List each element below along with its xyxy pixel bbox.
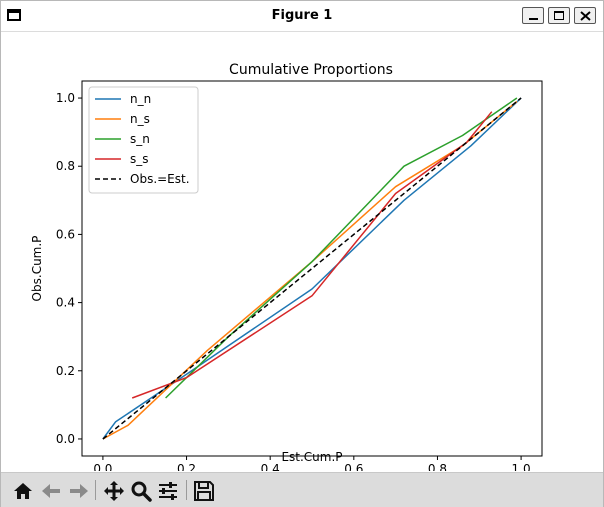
x-tick-label: 0.8	[428, 462, 447, 471]
configure-subplots-button[interactable]	[156, 479, 180, 503]
series-line-n-n	[102, 97, 522, 440]
plot-canvas[interactable]: Cumulative Proportions 0.0 0.2 0.4 0.6 0.8 1.…	[1, 32, 603, 476]
arrow-left-icon	[42, 484, 60, 498]
pan-button[interactable]	[102, 479, 126, 503]
navigation-toolbar	[1, 472, 603, 507]
minimize-button[interactable]	[522, 7, 544, 24]
legend-label: n_s	[130, 112, 150, 126]
y-tick-label: 0.6	[56, 227, 75, 241]
series-line-s-s	[131, 111, 493, 399]
y-axis-label: Obs.Cum.P	[30, 236, 44, 302]
move-icon	[104, 481, 124, 501]
y-tick-label: 1.0	[56, 91, 75, 105]
close-button[interactable]	[574, 7, 596, 24]
window-title: Figure 1	[271, 8, 333, 23]
line-chart: Cumulative Proportions 0.0 0.2 0.4 0.6 0.8 1.…	[30, 62, 543, 476]
close-icon	[580, 11, 591, 21]
legend-box	[88, 86, 199, 194]
arrow-right-icon	[70, 484, 88, 498]
series-line-s-n	[165, 97, 518, 399]
legend: n_n n_s s_n s_s Obs.=Est.	[88, 86, 199, 194]
y-tick-label: 0.2	[56, 364, 75, 378]
series-layer	[102, 97, 522, 440]
legend-label: Obs.=Est.	[130, 172, 190, 186]
zoom-button[interactable]	[129, 479, 153, 503]
x-axis-label: Est.Cum.P	[281, 450, 342, 464]
home-icon	[14, 483, 32, 499]
series-line-obs-est-	[102, 97, 522, 440]
home-button[interactable]	[11, 479, 35, 503]
y-tick-label: 0.0	[56, 432, 75, 446]
back-button[interactable]	[39, 479, 63, 503]
legend-label: s_s	[130, 152, 149, 166]
y-tick-label: 0.4	[56, 296, 75, 310]
x-tick-label: 0.6	[344, 462, 363, 471]
window-icon	[7, 9, 21, 21]
title-bar[interactable]: Figure 1	[1, 1, 603, 32]
chart-title: Cumulative Proportions	[229, 62, 393, 78]
y-tick-label: 0.8	[56, 159, 75, 173]
x-tick-label: 0.2	[177, 462, 196, 471]
toolbar-separator	[186, 480, 187, 500]
sliders-icon	[159, 482, 177, 500]
x-tick-label: 0.0	[93, 462, 112, 471]
legend-label: s_n	[130, 132, 150, 146]
toolbar-separator	[95, 480, 96, 500]
magnifier-icon	[131, 481, 152, 502]
forward-button[interactable]	[67, 479, 91, 503]
floppy-disk-icon	[194, 481, 214, 501]
legend-label: n_n	[130, 92, 151, 106]
maximize-button[interactable]	[548, 7, 570, 24]
x-tick-label: 1.0	[512, 462, 531, 471]
save-button[interactable]	[192, 479, 216, 503]
x-tick-label: 0.4	[261, 462, 280, 471]
y-axis: 0.0 0.2 0.4 0.6 0.8 1.0	[56, 91, 82, 446]
